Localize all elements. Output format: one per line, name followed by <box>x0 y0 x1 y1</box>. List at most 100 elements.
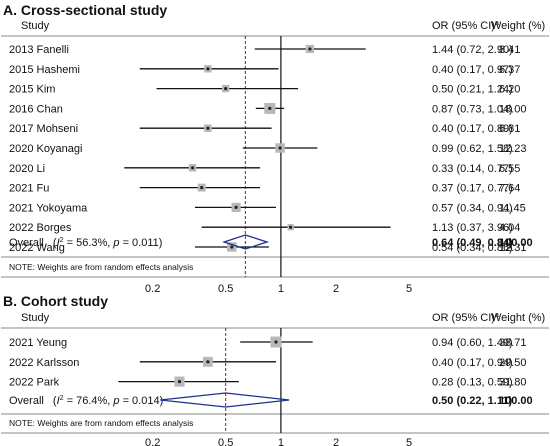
overall-weight-value: 100.00 <box>499 395 533 407</box>
weight-value: 6.37 <box>499 64 520 76</box>
study-label: 2022 Wang <box>9 242 65 254</box>
study-label: 2021 Fu <box>9 183 49 195</box>
study-label: 2022 Park <box>9 377 60 389</box>
or-ci-value: 0.50 (0.21, 1.24) <box>432 84 513 96</box>
weight-value: 6.81 <box>499 123 520 135</box>
weight-value: 38.71 <box>499 337 527 349</box>
weight-value: 11.45 <box>499 202 526 214</box>
weight-value: 18.00 <box>499 103 527 115</box>
study-row: 2015 Kim 0.50 (0.21, 1.24)6.20 <box>9 84 520 96</box>
study-label: 2020 Li <box>9 163 45 175</box>
study-row: 2016 Chan 0.87 (0.73, 1.04)18.00 <box>9 102 527 115</box>
x-tick-label: 0.2 <box>145 437 160 446</box>
study-row: 2022 Borges 1.13 (0.37, 3.96)4.04 <box>9 222 520 234</box>
study-label: 2017 Mohseni <box>9 123 78 135</box>
column-header-study: Study <box>21 20 50 32</box>
point-estimate <box>206 126 210 130</box>
panel-title: B. Cohort study <box>3 293 108 309</box>
x-tick-label: 0.2 <box>145 283 160 295</box>
point-estimate <box>274 340 278 344</box>
study-label: 2022 Karlsson <box>9 357 79 369</box>
study-row: 2020 Koyanagi 0.99 (0.62, 1.58)12.23 <box>9 143 527 155</box>
point-estimate <box>224 87 228 91</box>
point-estimate <box>190 166 195 170</box>
note-text: NOTE: Weights are from random effects an… <box>9 262 193 272</box>
heterogeneity-close: = 0.011) <box>120 237 163 249</box>
point-estimate <box>289 225 293 229</box>
column-header-or-superscript: a <box>495 312 499 319</box>
weight-value: 6.55 <box>499 163 520 175</box>
heterogeneity-p: p <box>112 237 119 249</box>
weight-value: 7.64 <box>499 183 520 195</box>
column-header-or: OR (95% CI)a <box>432 312 499 324</box>
overall-row: Overall (I2 = 56.3%, p = 0.011) 0.64 (0.4… <box>9 234 533 250</box>
weight-value: 29.50 <box>499 357 527 369</box>
point-estimate <box>234 205 238 209</box>
x-tick-label: 5 <box>406 437 412 446</box>
point-estimate <box>200 186 204 190</box>
heterogeneity-p: p <box>112 395 119 407</box>
or-ci-value: 0.99 (0.62, 1.58) <box>432 143 513 155</box>
or-ci-value: 0.54 (0.34, 0.86) <box>432 242 513 254</box>
column-header-or: OR (95% CI)a <box>432 20 499 32</box>
heterogeneity-superscript: 2 <box>60 395 64 402</box>
or-ci-value: 0.40 (0.17, 0.94) <box>432 357 513 369</box>
or-ci-value: 0.40 (0.17, 0.97) <box>432 64 513 76</box>
panel-cross-sectional: A. Cross-sectional study Study OR (95% CI)… <box>1 2 549 295</box>
column-header-or-text: OR (95% CI) <box>432 20 495 32</box>
heterogeneity-value: = 76.4%, <box>64 395 114 407</box>
study-row: 2020 Li 0.33 (0.14, 0.77)6.55 <box>9 163 520 175</box>
study-label: 2022 Borges <box>9 222 72 234</box>
heterogeneity-open: ( <box>53 237 57 249</box>
heterogeneity-superscript: 2 <box>60 237 64 244</box>
overall-label-text: Overall <box>9 237 47 249</box>
study-label: 2013 Fanelli <box>9 44 69 56</box>
study-row: 2021 Yeung 0.94 (0.60, 1.49)38.71 <box>9 336 527 349</box>
overall-row: Overall (I2 = 76.4%, p = 0.014) 0.50 (0.2… <box>9 392 533 408</box>
overall-diamond <box>221 234 270 250</box>
point-estimate <box>278 146 282 150</box>
or-ci-value: 0.28 (0.13, 0.59) <box>432 377 513 389</box>
column-header-or-superscript: a <box>495 20 499 27</box>
x-tick-label: 2 <box>333 437 339 446</box>
heterogeneity-value: = 56.3%, <box>64 237 114 249</box>
or-ci-value: 0.33 (0.14, 0.77) <box>432 163 513 175</box>
x-tick-label: 5 <box>406 283 412 295</box>
weight-value: 4.04 <box>499 222 520 234</box>
x-tick-label: 0.5 <box>218 437 233 446</box>
study-row: 2013 Fanelli 1.44 (0.72, 2.90)8.41 <box>9 44 520 56</box>
point-estimate <box>268 106 272 110</box>
heterogeneity-open: ( <box>53 395 57 407</box>
or-ci-value: 0.37 (0.17, 0.77) <box>432 183 513 195</box>
study-row: 2022 Karlsson 0.40 (0.17, 0.94)29.50 <box>9 357 527 369</box>
x-tick-label: 2 <box>333 283 339 295</box>
panel-title: A. Cross-sectional study <box>3 2 167 18</box>
overall-weight-value: 100.00 <box>499 237 533 249</box>
or-ci-value: 1.44 (0.72, 2.90) <box>432 44 513 56</box>
weight-value: 8.41 <box>499 44 520 56</box>
point-estimate <box>206 360 210 364</box>
overall-diamond <box>160 392 290 408</box>
column-header-or-text: OR (95% CI) <box>432 312 495 324</box>
or-ci-value: 0.57 (0.34, 0.94) <box>432 202 513 214</box>
column-header-weight: Weight (%) <box>491 312 545 324</box>
overall-label-text: Overall <box>9 395 47 407</box>
study-row: 2022 Park 0.28 (0.13, 0.59)31.80 <box>9 376 527 389</box>
point-estimate <box>308 47 312 51</box>
weight-value: 6.20 <box>499 84 520 96</box>
column-header-study: Study <box>21 312 50 324</box>
study-label: 2021 Yokoyama <box>9 202 88 214</box>
weight-value: 12.23 <box>499 143 527 155</box>
overall-label: Overall (I2 = 76.4%, p = 0.014) <box>9 395 163 407</box>
or-ci-value: 0.40 (0.17, 0.89) <box>432 123 513 135</box>
weight-value: 31.80 <box>499 377 527 389</box>
point-estimate <box>206 67 210 71</box>
overall-or-ci-value: 0.50 (0.22, 1.11) <box>432 395 512 407</box>
point-estimate <box>230 245 234 249</box>
overall-label: Overall (I2 = 56.3%, p = 0.011) <box>9 237 162 249</box>
point-estimate <box>177 380 182 384</box>
study-label: 2016 Chan <box>9 103 63 115</box>
study-row: 2015 Hashemi 0.40 (0.17, 0.97)6.37 <box>9 64 520 76</box>
